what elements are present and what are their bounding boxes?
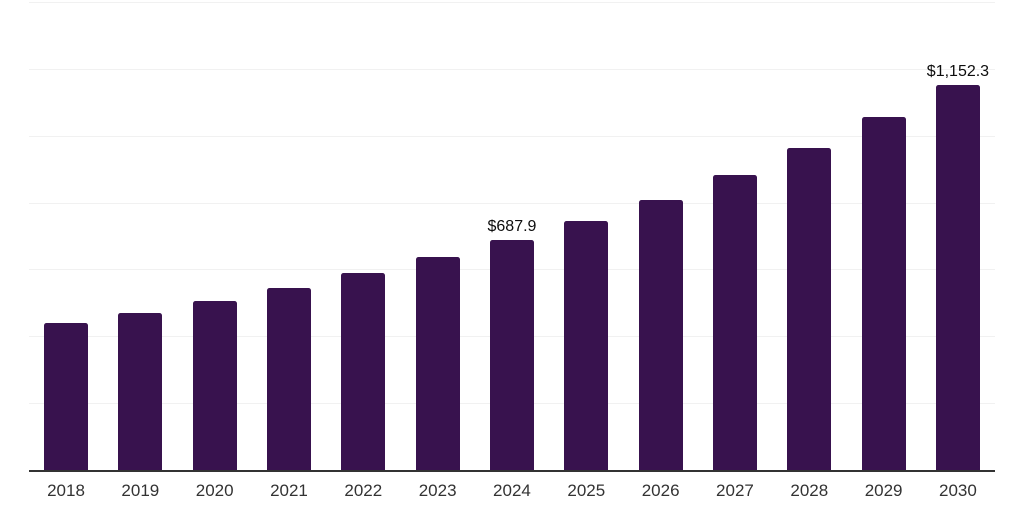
data-label-2030: $1,152.3: [926, 62, 990, 80]
x-tick-label-2020: 2020: [195, 481, 234, 500]
x-tick-label-2019: 2019: [121, 481, 160, 500]
bar-slot-2025: [564, 2, 609, 470]
bar-2021[interactable]: [266, 288, 311, 470]
plot-area: $687.9 $1,152.3: [29, 2, 995, 472]
x-tick-label-2027: 2027: [716, 481, 754, 500]
bar-2026[interactable]: [638, 199, 683, 470]
bar-2018[interactable]: [44, 322, 88, 470]
bar-2020[interactable]: [192, 300, 237, 470]
x-tick-label-2022: 2022: [344, 481, 383, 500]
x-tick-label-2030: 2030: [939, 481, 977, 500]
bar-2022[interactable]: [341, 273, 386, 470]
bar-slot-2026: [638, 2, 683, 470]
bar-series: $687.9 $1,152.3: [29, 2, 995, 470]
data-label-2024: $687.9: [487, 218, 537, 236]
bar-2030[interactable]: [935, 84, 980, 470]
bar-2027[interactable]: [712, 175, 757, 470]
bar-2029[interactable]: [861, 117, 906, 470]
bar-slot-2022: [341, 2, 386, 470]
bar-2019[interactable]: [118, 312, 163, 470]
x-tick-label-2025: 2025: [567, 481, 606, 500]
x-tick-label-2023: 2023: [418, 481, 457, 500]
bar-slot-2028: [787, 2, 832, 470]
bar-slot-2029: [861, 2, 906, 470]
bar-slot-2019: [118, 2, 163, 470]
bar-2025[interactable]: [564, 221, 609, 470]
bar-slot-2030: $1,152.3: [927, 2, 989, 470]
bar-2024[interactable]: [489, 240, 534, 470]
bar-slot-2021: [266, 2, 311, 470]
x-tick-label-2029: 2029: [864, 481, 903, 500]
x-axis: 2018 2019 2020 2021 2022 2023 2024 2025 2026 2027…: [29, 476, 995, 506]
x-tick-label-2028: 2028: [790, 481, 829, 500]
bar-slot-2020: [192, 2, 237, 470]
gridline-1000: [29, 135, 995, 137]
bar-slot-2024: $687.9: [487, 2, 537, 470]
gridline-1200: [29, 68, 995, 70]
gridline-1400: [29, 2, 995, 3]
x-tick-label-2018: 2018: [47, 481, 85, 500]
x-tick-label-2021: 2021: [270, 481, 308, 500]
bar-slot-2018: [44, 2, 88, 470]
bar-2023[interactable]: [415, 257, 460, 470]
x-tick-label-2024: 2024: [493, 481, 531, 500]
gridline-800: [29, 202, 995, 204]
x-tick-label-2026: 2026: [641, 481, 680, 500]
bar-slot-2027: [712, 2, 757, 470]
bar-slot-2023: [415, 2, 460, 470]
bar-2028[interactable]: [787, 148, 832, 470]
